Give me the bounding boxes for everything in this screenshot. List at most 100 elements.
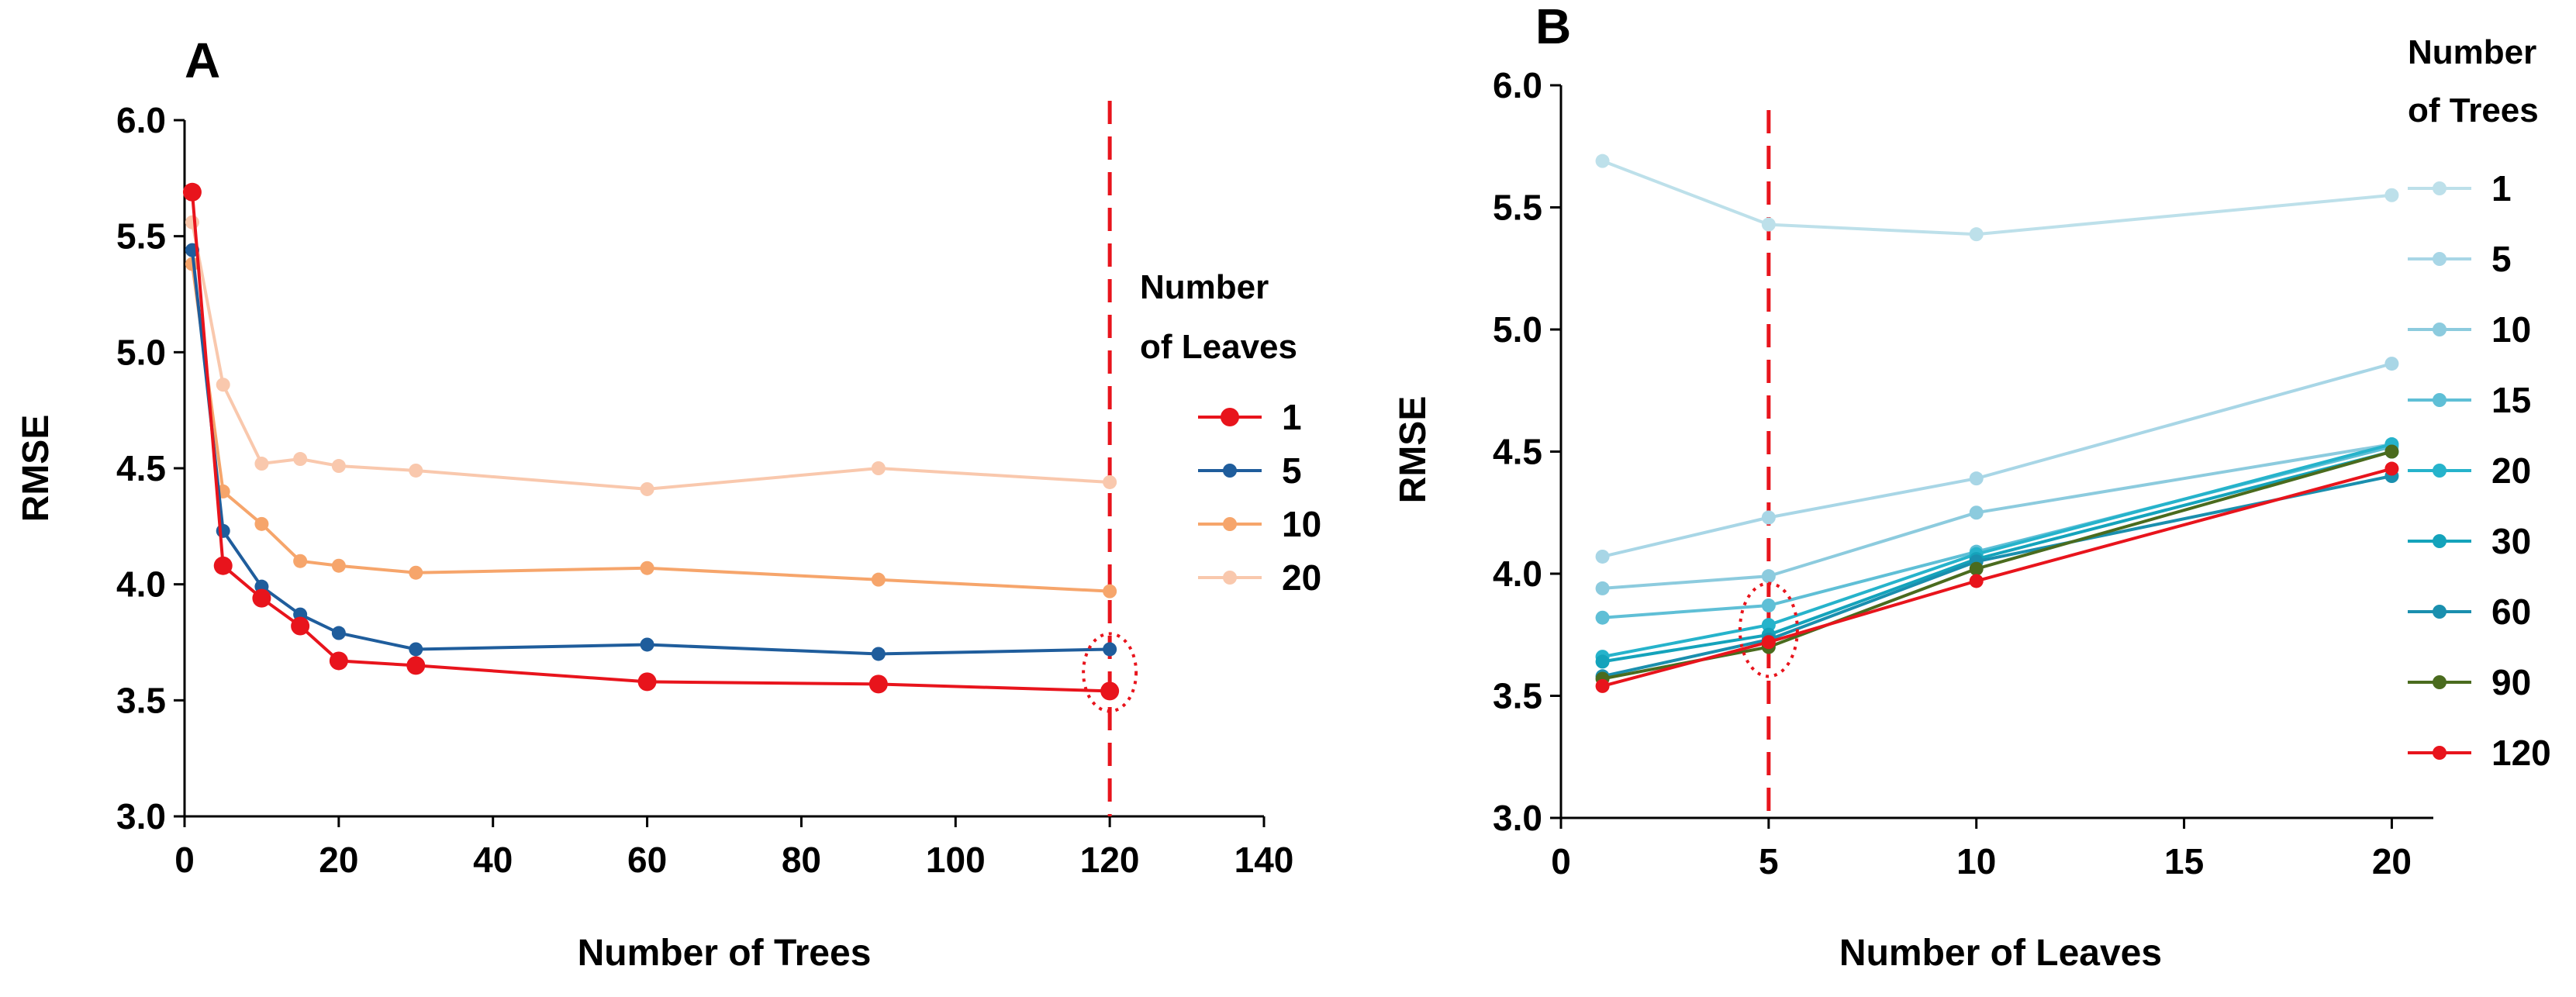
panel-a-series-1-point xyxy=(637,672,657,692)
panel-b-series-30-point xyxy=(1595,654,1610,669)
panel-a-y-tick-label: 3.0 xyxy=(116,796,166,837)
panel-b-series-10-point xyxy=(1761,569,1776,584)
panel-b-x-tick-label: 15 xyxy=(2164,841,2204,881)
panel-b-y-tick-label: 6.0 xyxy=(1493,65,1542,105)
panel-a-highlight-ellipse xyxy=(1082,632,1138,713)
panel-b-x-tick-label: 5 xyxy=(1759,841,1779,881)
panel-a-series-10-point xyxy=(331,558,346,573)
panel-a-y-tick-label: 4.0 xyxy=(116,564,166,605)
panel-a-series-10-point xyxy=(640,561,654,575)
panel-a-series-20-point xyxy=(640,481,654,496)
panel-b-series-90-point xyxy=(2384,444,2399,459)
panel-b-series-20-line xyxy=(1602,443,2392,659)
panel-a-letter: A xyxy=(185,33,220,88)
panel-a-series-1-line xyxy=(190,191,1110,693)
panel-a-series-1-point xyxy=(182,182,202,202)
panel-a-legend-title-line2: of Leaves xyxy=(1140,328,1297,366)
panel-a-legend-swatch-marker xyxy=(1223,517,1237,531)
panel-b-series-120-point xyxy=(1969,574,1984,588)
panel-a-legend-swatch-marker xyxy=(1221,408,1239,426)
panel-b-highlight-ellipse xyxy=(1738,581,1799,678)
panel-b-legend-swatch-marker xyxy=(2433,393,2447,407)
panel-b-legend-label: 20 xyxy=(2491,450,2531,491)
panel-b-y-tick-label: 5.0 xyxy=(1493,309,1542,350)
panel-b-chart: B 3.03.54.04.55.05.56.00 5 10 15 20 Number o… xyxy=(1393,0,2551,974)
panel-a-series-5-point xyxy=(1103,642,1117,657)
panel-a-series-10-point xyxy=(871,572,886,587)
panel-b-series-10-point xyxy=(1595,581,1610,595)
panel-b-series-10-line xyxy=(1602,443,2392,590)
panel-a-series-5-point xyxy=(409,642,423,657)
panel-b-y-axis-title: RMSE xyxy=(1393,396,1434,504)
panel-a-y-tick-label: 6.0 xyxy=(116,100,166,140)
panel-b-series-1-point xyxy=(2384,188,2399,202)
panel-b-legend-label: 90 xyxy=(2491,662,2531,702)
panel-a-series-20-point xyxy=(254,457,269,471)
panel-a-series-10-point xyxy=(254,516,269,531)
panel-a-x-tick-label: 60 xyxy=(627,840,667,880)
panel-b-legend-swatch-marker xyxy=(2433,746,2447,760)
panel-a-series-1-point xyxy=(252,588,271,608)
panel-a-legend-swatch-marker xyxy=(1223,464,1237,478)
panel-b-legend-label: 15 xyxy=(2491,380,2531,420)
panel-a-series-20-point xyxy=(185,215,199,229)
panel-b-x-tick-label: 10 xyxy=(1956,841,1996,881)
panel-a-series-20-point xyxy=(216,378,230,392)
panel-b-series-120-point xyxy=(1595,678,1610,693)
panel-a-series-1-point xyxy=(329,651,348,671)
panel-b-series-30-line xyxy=(1602,450,2392,664)
panel-b-legend-swatch-marker xyxy=(2433,323,2447,336)
panel-a-series-1-point xyxy=(406,656,426,675)
panel-b-series-1-line xyxy=(1601,159,2392,236)
panel-a-legend: Number of Leaves 1 5 10 20 xyxy=(1140,268,1321,598)
panel-a-legend-label: 10 xyxy=(1282,504,1321,544)
panel-a-series-10-point xyxy=(293,554,308,568)
panel-a-x-tick-label: 120 xyxy=(1080,840,1140,880)
panel-a-legend-label: 1 xyxy=(1282,397,1302,437)
panel-a-series-20-point xyxy=(409,463,423,478)
panel-a-y-tick-label: 4.5 xyxy=(116,448,166,488)
panel-b-legend-label: 30 xyxy=(2491,521,2531,561)
panel-b-legend-swatch-marker xyxy=(2433,181,2447,195)
panel-a-legend-label: 5 xyxy=(1282,450,1302,491)
panel-b-series-90-line xyxy=(1602,450,2392,681)
panel-b-series-5-point xyxy=(1969,471,1984,486)
panel-b-series-120-line xyxy=(1602,467,2392,688)
panel-b-series-1-point xyxy=(1969,227,1984,242)
panel-a-y-tick-label: 5.0 xyxy=(116,332,166,372)
panel-a-series-10-line xyxy=(190,264,1110,593)
panel-a-series-5-point xyxy=(216,523,230,538)
panel-a-series-20-point xyxy=(293,452,308,467)
panel-b-series-1-point xyxy=(1761,217,1776,232)
panel-a-legend-swatch-marker xyxy=(1223,571,1237,585)
panel-a-x-tick-label: 100 xyxy=(926,840,986,880)
panel-b-y-tick-label: 4.5 xyxy=(1493,432,1542,472)
panel-b-legend-label: 1 xyxy=(2491,168,2512,209)
panel-a-series-1-point xyxy=(868,674,888,694)
panel-a-x-tick-label: 0 xyxy=(174,840,195,880)
panel-b-y-tick-label: 3.0 xyxy=(1493,798,1542,838)
panel-b-series-10-point xyxy=(1969,505,1984,520)
panel-b-series-90-point xyxy=(1969,561,1984,576)
panel-a-y-tick-label: 5.5 xyxy=(116,216,166,257)
panel-a-legend-title-line1: Number xyxy=(1140,268,1269,306)
panel-b-letter: B xyxy=(1535,0,1571,54)
panel-a-series-1-point xyxy=(291,616,310,636)
panel-b-y-tick-label: 5.5 xyxy=(1493,188,1542,228)
panel-b-series-5-point xyxy=(2384,357,2399,371)
panel-a-series-5-line xyxy=(190,250,1110,656)
panel-b-legend-swatch-marker xyxy=(2433,252,2447,266)
panel-b-series-120-point xyxy=(2384,461,2399,476)
panel-b-legend-label: 10 xyxy=(2491,309,2531,350)
panel-b-series-5-point xyxy=(1595,549,1610,564)
panel-b-legend-title-line1: Number xyxy=(2408,33,2536,71)
panel-a-chart: A 3.03.54.04.55.05.56.00 20 40 60 80 100 120 14… xyxy=(16,33,1321,974)
panel-a-y-tick-label: 3.5 xyxy=(116,680,166,720)
panel-a-x-axis-title: Number of Trees xyxy=(578,933,872,974)
panel-b-series-60-line xyxy=(1602,474,2392,678)
panel-b-series-5-line xyxy=(1602,362,2392,558)
panel-b-x-tick-label: 20 xyxy=(2372,841,2412,881)
panel-a-series-1-point xyxy=(1100,681,1120,701)
